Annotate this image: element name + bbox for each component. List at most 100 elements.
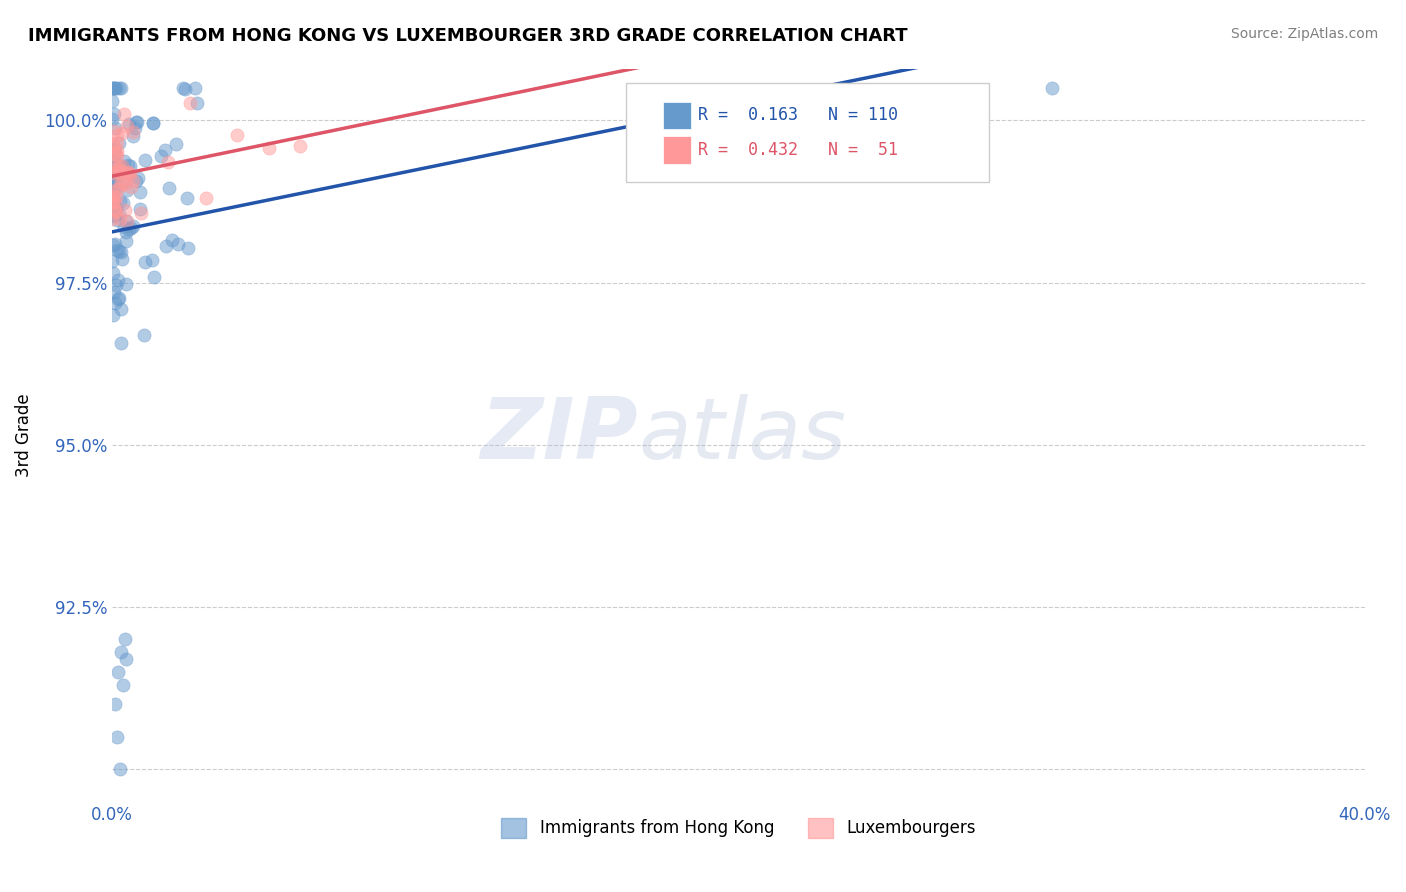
Point [101, 136, 124, 151]
FancyBboxPatch shape [626, 83, 988, 182]
Point [129, 206, 152, 220]
Point [134, 255, 156, 269]
Point [108, 136, 131, 151]
Point [101, 193, 124, 207]
Point [110, 81, 132, 95]
Point [157, 155, 180, 169]
Point [142, 116, 165, 130]
Point [114, 177, 136, 191]
Point [110, 194, 132, 209]
Point [115, 225, 138, 239]
Point [105, 176, 128, 190]
Point [104, 296, 127, 310]
Point [104, 81, 127, 95]
Point [114, 234, 136, 248]
Point [104, 162, 127, 177]
Point [105, 212, 128, 227]
Point [104, 237, 127, 252]
Point [117, 120, 139, 134]
Point [108, 161, 131, 176]
Point [125, 115, 148, 129]
Point [184, 81, 207, 95]
Point [124, 121, 146, 136]
Point [257, 141, 280, 155]
Point [105, 190, 128, 204]
Point [153, 144, 176, 158]
Point [122, 219, 145, 234]
Point [103, 210, 125, 224]
Point [103, 81, 125, 95]
Point [104, 182, 127, 196]
Point [117, 213, 139, 227]
Point [103, 162, 125, 177]
Point [155, 238, 177, 252]
Point [134, 153, 156, 167]
Point [141, 253, 163, 268]
Point [104, 147, 127, 161]
Point [101, 81, 124, 95]
Point [1040, 81, 1063, 95]
Point [104, 178, 127, 192]
Point [118, 222, 141, 236]
Point [173, 82, 195, 96]
Point [111, 678, 134, 692]
Point [105, 145, 128, 160]
Point [157, 181, 180, 195]
Point [101, 142, 124, 156]
Point [101, 112, 124, 126]
Point [103, 145, 125, 160]
Point [111, 252, 134, 267]
Bar [664, 102, 690, 129]
Legend: Immigrants from Hong Kong, Luxembourgers: Immigrants from Hong Kong, Luxembourgers [495, 811, 981, 845]
Point [112, 174, 135, 188]
Point [103, 202, 125, 216]
Point [101, 184, 124, 198]
Point [101, 162, 124, 177]
Point [108, 81, 131, 95]
Point [108, 211, 131, 226]
Point [103, 169, 125, 183]
Point [288, 139, 311, 153]
Point [112, 165, 135, 179]
Text: Source: ZipAtlas.com: Source: ZipAtlas.com [1230, 27, 1378, 41]
Point [101, 189, 124, 203]
Point [111, 196, 134, 211]
Point [105, 128, 128, 142]
Point [107, 273, 129, 287]
Point [105, 136, 128, 151]
Point [101, 152, 124, 166]
Point [103, 107, 125, 121]
Point [117, 158, 139, 172]
Point [122, 174, 145, 188]
Point [108, 159, 131, 173]
Point [166, 237, 188, 252]
Point [132, 327, 155, 342]
Point [118, 159, 141, 173]
Point [120, 179, 142, 194]
Point [125, 115, 148, 129]
Point [115, 166, 138, 180]
Point [111, 175, 134, 189]
Point [103, 175, 125, 189]
Point [117, 117, 139, 131]
Point [107, 293, 129, 307]
Point [104, 208, 127, 222]
Point [107, 182, 129, 196]
Point [114, 202, 136, 217]
Point [129, 185, 152, 199]
Point [103, 186, 125, 200]
Point [110, 244, 132, 259]
Point [108, 165, 131, 179]
Point [727, 92, 749, 106]
Point [118, 166, 141, 180]
Point [115, 213, 138, 227]
Point [120, 220, 142, 235]
Point [110, 645, 132, 659]
Point [110, 336, 132, 351]
Point [104, 194, 127, 209]
Point [104, 121, 127, 136]
Point [142, 269, 165, 284]
Point [110, 178, 132, 192]
Point [101, 162, 124, 177]
Point [101, 238, 124, 252]
